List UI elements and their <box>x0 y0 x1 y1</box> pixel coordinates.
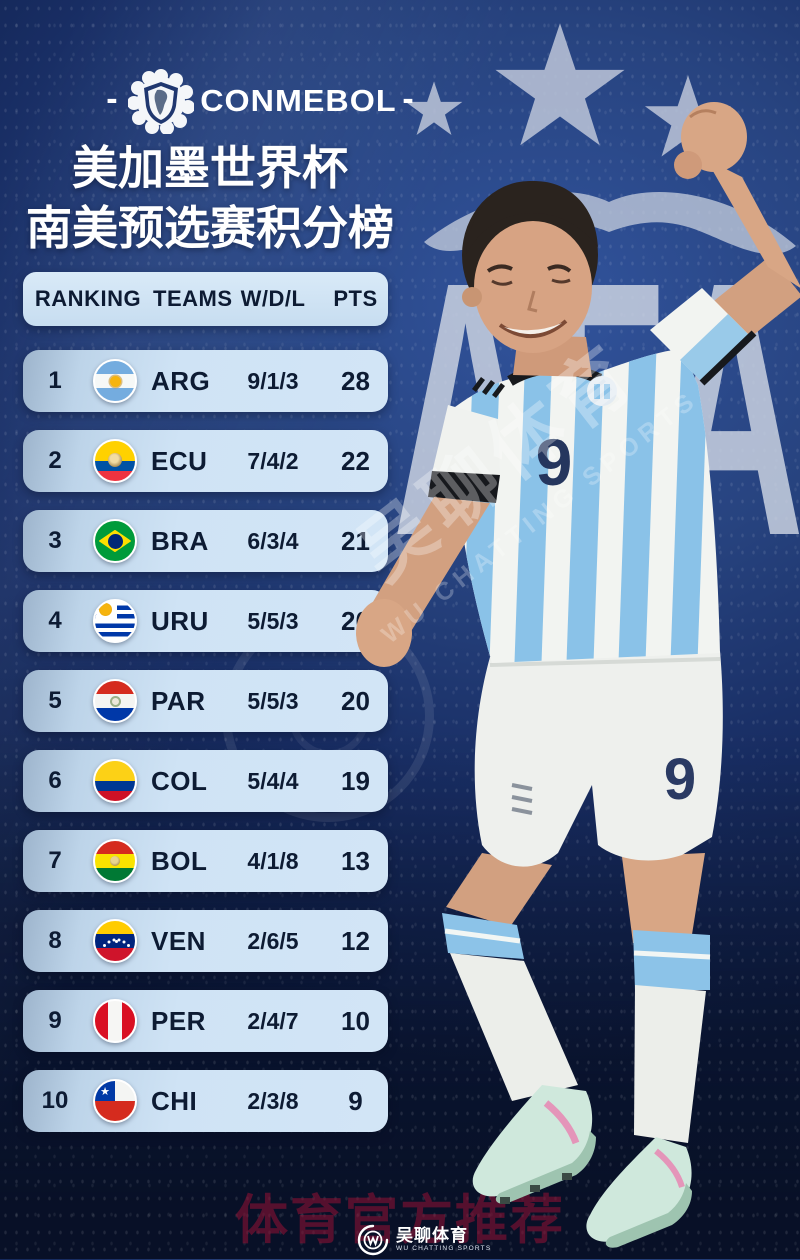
pts-value: 20 <box>341 685 370 716</box>
flag-argentina-icon <box>93 359 137 403</box>
team-code: PER <box>151 1005 206 1036</box>
player-head <box>462 181 598 377</box>
footer-brand: 吴聊体育 WU CHATTING SPORTS <box>357 1224 491 1256</box>
header-pts: PTS <box>333 286 378 311</box>
table-header: RANKING TEAMS W/D/L PTS <box>23 272 388 326</box>
rank-value: 4 <box>48 607 62 634</box>
rank-value: 10 <box>41 1087 69 1114</box>
table-row: 8 VEN 2/6/5 12 <box>23 910 388 972</box>
rank-value: 9 <box>48 1007 62 1034</box>
table-row: 10 CHI 2/3/8 9 <box>23 1070 388 1132</box>
flag-peru-icon <box>93 999 137 1043</box>
pts-value: 21 <box>341 525 370 556</box>
title-line-1: 美加墨世界杯 <box>72 142 348 194</box>
table-row: 1 ARG 9/1/3 28 <box>23 350 388 412</box>
team-code: URU <box>151 605 209 636</box>
header-ranking: RANKING <box>34 286 142 311</box>
wdl-value: 4/1/8 <box>247 847 299 874</box>
wdl-value: 2/3/8 <box>247 1087 299 1114</box>
wdl-value: 5/5/3 <box>247 607 299 634</box>
flag-paraguay-icon <box>93 679 137 723</box>
team-code: BRA <box>151 525 209 556</box>
flag-bolivia-icon <box>93 839 137 883</box>
wu-chatting-sports-logo-icon <box>357 1224 389 1256</box>
team-code: PAR <box>151 685 206 716</box>
flag-venezuela-icon <box>93 919 137 963</box>
player-jersey: 9 <box>428 288 757 663</box>
player-shorts: 9 <box>474 651 723 867</box>
table-row: 3 BRA 6/3/4 21 <box>23 510 388 572</box>
header-teams: TEAMS <box>153 286 233 311</box>
table-row: 6 COL 5/4/4 19 <box>23 750 388 812</box>
team-code: COL <box>151 765 208 796</box>
brand-dash: - <box>106 79 118 118</box>
flag-brazil-icon <box>93 519 137 563</box>
team-code: ARG <box>151 365 211 396</box>
wdl-value: 7/4/2 <box>247 447 299 474</box>
wdl-value: 6/3/4 <box>247 527 299 554</box>
conmebol-logo-icon <box>127 69 194 134</box>
pts-value: 22 <box>341 445 370 476</box>
team-code: BOL <box>151 845 208 876</box>
wdl-value: 5/5/3 <box>247 687 299 714</box>
table-row: 4 URU 5/5/3 20 <box>23 590 388 652</box>
rank-value: 3 <box>48 527 62 554</box>
pts-value: 28 <box>341 365 370 396</box>
rank-value: 6 <box>48 767 62 794</box>
pts-value: 12 <box>341 925 370 956</box>
wdl-value: 2/4/7 <box>247 1007 299 1034</box>
star-icon <box>405 81 463 136</box>
table-row: 9 PER 2/4/7 10 <box>23 990 388 1052</box>
rank-value: 1 <box>48 367 62 394</box>
standings-table: RANKING TEAMS W/D/L PTS 1 ARG 9/1/3 28 2… <box>23 272 388 1150</box>
rank-value: 2 <box>48 447 62 474</box>
rank-value: 8 <box>48 927 62 954</box>
wdl-value: 2/6/5 <box>247 927 299 954</box>
star-icon <box>495 23 625 146</box>
team-code: CHI <box>151 1085 198 1116</box>
title-line-2: 南美预选赛积分榜 <box>26 202 394 254</box>
table-row: 7 BOL 4/1/8 13 <box>23 830 388 892</box>
flag-uruguay-icon <box>93 599 137 643</box>
jersey-number: 9 <box>536 425 573 499</box>
shorts-number: 9 <box>664 747 696 812</box>
footer-cn-label: 吴聊体育 <box>396 1226 468 1245</box>
rank-value: 5 <box>48 687 62 714</box>
pts-value: 13 <box>341 845 370 876</box>
team-code: VEN <box>151 925 206 956</box>
brand-dash: - <box>402 79 414 118</box>
flag-ecuador-icon <box>93 439 137 483</box>
flag-colombia-icon <box>93 759 137 803</box>
footer-en-label: WU CHATTING SPORTS <box>396 1245 492 1252</box>
pts-value: 19 <box>341 765 370 796</box>
wdl-value: 5/4/4 <box>247 767 299 794</box>
wdl-value: 9/1/3 <box>247 367 299 394</box>
pts-value: 10 <box>341 1005 370 1036</box>
pts-value: 9 <box>348 1085 363 1116</box>
team-code: ECU <box>151 445 208 476</box>
player-photo: 9 9 <box>356 102 800 1248</box>
table-row: 2 ECU 7/4/2 22 <box>23 430 388 492</box>
rank-value: 7 <box>48 847 62 874</box>
table-row: 5 PAR 5/5/3 20 <box>23 670 388 732</box>
flag-chile-icon <box>93 1079 137 1123</box>
brand-wordmark: CONMEBOL <box>199 83 397 118</box>
page-title: 美加墨世界杯 南美预选赛积分榜 <box>0 138 420 258</box>
brand-header: - CONMEBOL - <box>40 62 480 140</box>
header-wdl: W/D/L <box>240 286 306 311</box>
